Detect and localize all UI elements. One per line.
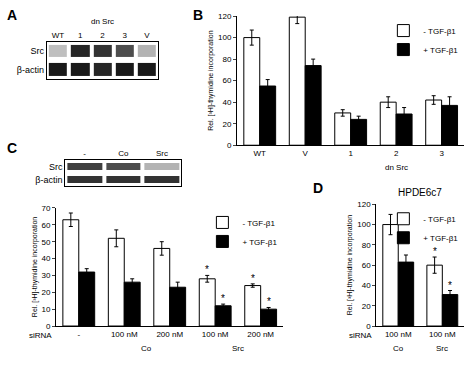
svg-text:2: 2 — [394, 149, 399, 158]
svg-text:100 nM: 100 nM — [385, 330, 412, 339]
svg-text:Src: Src — [30, 46, 44, 56]
svg-text:- TGF-β1: - TGF-β1 — [423, 215, 456, 224]
svg-text:1: 1 — [348, 149, 353, 158]
svg-text:3: 3 — [122, 31, 127, 40]
svg-text:100: 100 — [357, 220, 371, 229]
svg-text:Src: Src — [49, 162, 63, 172]
svg-text:120: 120 — [357, 200, 371, 209]
svg-text:60: 60 — [42, 221, 51, 230]
svg-text:WT: WT — [52, 31, 65, 40]
svg-text:+ TGF-β1: + TGF-β1 — [242, 238, 277, 247]
svg-text:100 nM: 100 nM — [429, 330, 456, 339]
svg-text:+ TGF-β1: + TGF-β1 — [423, 46, 458, 55]
svg-text:20: 20 — [362, 302, 371, 311]
svg-text:*: * — [251, 273, 255, 284]
svg-text:20: 20 — [42, 288, 51, 297]
svg-text:50: 50 — [42, 237, 51, 246]
svg-text:30: 30 — [42, 271, 51, 280]
svg-text:-: - — [83, 149, 86, 158]
svg-text:0: 0 — [227, 141, 232, 150]
svg-text:2: 2 — [100, 31, 105, 40]
svg-text:- TGF-β1: - TGF-β1 — [242, 219, 275, 228]
svg-text:Src: Src — [232, 344, 244, 353]
svg-text:0: 0 — [46, 322, 51, 331]
svg-text:1: 1 — [78, 31, 83, 40]
svg-text:V: V — [144, 31, 150, 40]
svg-text:B: B — [193, 7, 203, 23]
svg-text:60: 60 — [222, 76, 231, 85]
svg-text:100: 100 — [218, 33, 232, 42]
svg-text:HPDE6c7: HPDE6c7 — [398, 187, 442, 198]
svg-text:60: 60 — [362, 261, 371, 270]
svg-text:C: C — [7, 140, 17, 156]
svg-text:- TGF-β1: - TGF-β1 — [423, 27, 456, 36]
svg-text:100 nM: 100 nM — [202, 330, 229, 339]
svg-text:D: D — [313, 180, 323, 196]
svg-text:20: 20 — [222, 120, 231, 129]
svg-text:120: 120 — [218, 12, 232, 21]
svg-text:Co: Co — [118, 149, 129, 158]
svg-text:V: V — [303, 149, 309, 158]
svg-text:*: * — [448, 280, 452, 291]
svg-text:A: A — [7, 7, 17, 23]
svg-text:40: 40 — [42, 254, 51, 263]
svg-text:dn Src: dn Src — [91, 17, 114, 26]
svg-text:*: * — [267, 296, 271, 307]
svg-text:3: 3 — [439, 149, 444, 158]
svg-text:200 nM: 200 nM — [156, 330, 183, 339]
svg-text:*: * — [433, 246, 437, 257]
svg-text:siRNA: siRNA — [29, 331, 52, 340]
svg-text:200 nM: 200 nM — [247, 330, 274, 339]
svg-text:β-actin: β-actin — [17, 65, 44, 75]
svg-text:Co: Co — [393, 344, 404, 353]
svg-text:40: 40 — [362, 281, 371, 290]
svg-text:80: 80 — [222, 55, 231, 64]
svg-text:0: 0 — [366, 322, 371, 331]
svg-text:Rel. [³H]-thymidine incorporat: Rel. [³H]-thymidine incorporation — [346, 215, 354, 315]
svg-text:dn Src: dn Src — [385, 163, 408, 172]
svg-text:70: 70 — [42, 204, 51, 213]
svg-text:Src: Src — [156, 149, 168, 158]
svg-text:Rel. [³H]-thymidine incorporat: Rel. [³H]-thymidine incorporation — [31, 217, 39, 317]
svg-text:WT: WT — [254, 149, 267, 158]
svg-text:β-actin: β-actin — [35, 175, 62, 185]
svg-text:80: 80 — [362, 241, 371, 250]
svg-text:40: 40 — [222, 98, 231, 107]
svg-text:-: - — [77, 330, 80, 339]
svg-text:*: * — [205, 264, 209, 275]
svg-text:siRNA: siRNA — [349, 331, 372, 340]
svg-text:Src: Src — [436, 344, 448, 353]
svg-text:Co: Co — [141, 344, 152, 353]
svg-text:*: * — [221, 293, 225, 304]
svg-text:10: 10 — [42, 305, 51, 314]
svg-text:Rel. [³H]-thymidine incorporat: Rel. [³H]-thymidine incorporation — [207, 30, 215, 130]
svg-text:+ TGF-β1: + TGF-β1 — [423, 234, 458, 243]
svg-text:100 nM: 100 nM — [111, 330, 138, 339]
